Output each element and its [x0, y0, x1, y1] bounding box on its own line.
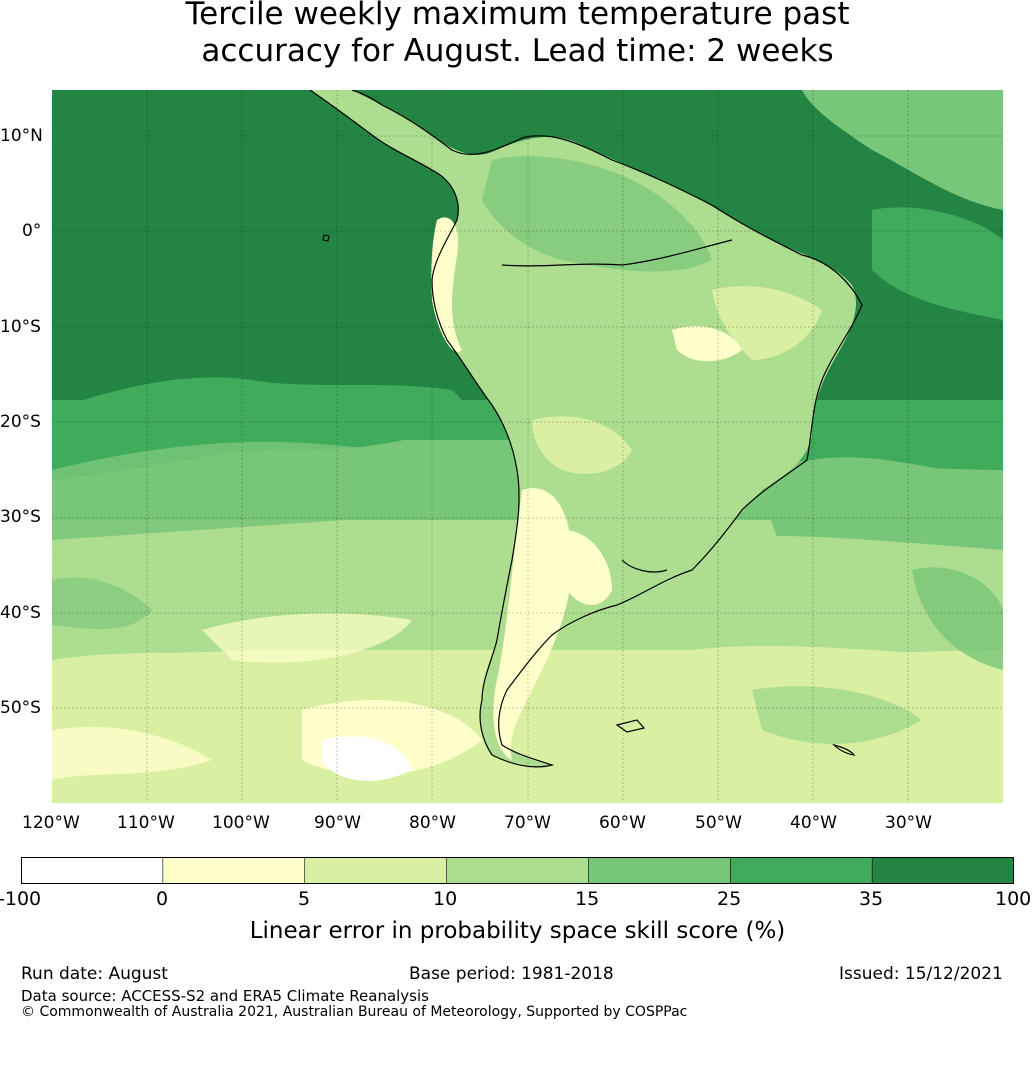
- land-patch-east: [712, 286, 822, 360]
- atlantic-patch: [752, 465, 1003, 560]
- run-date: Run date: August: [21, 964, 168, 984]
- land-patch-southern: [493, 488, 572, 760]
- pacific-patch: [52, 726, 212, 780]
- lat-label: 10°S: [0, 317, 41, 337]
- lat-label: 50°S: [0, 698, 41, 718]
- land-patch-light: [672, 326, 742, 362]
- atlantic-patch: [752, 686, 922, 744]
- lon-label: 40°W: [790, 813, 837, 833]
- pacific-patch: [202, 613, 412, 663]
- lat-label: 40°S: [0, 603, 41, 623]
- south-georgia: [832, 743, 856, 756]
- issued-date: Issued: 15/12/2021: [839, 964, 1003, 984]
- colorbar-tick: 25: [717, 888, 742, 910]
- colorbar-cell: [588, 857, 732, 884]
- galapagos-islands: [322, 234, 330, 242]
- pacific-patch: [52, 441, 492, 540]
- colorbar-tick: 5: [298, 888, 311, 910]
- colorbar-cell: [871, 857, 1014, 884]
- colorbar: [21, 857, 1014, 884]
- atlantic-patch: [692, 535, 1003, 655]
- land-patch-interior: [532, 416, 632, 474]
- colorbar-tick: 0: [156, 888, 169, 910]
- lon-label: 110°W: [117, 813, 175, 833]
- colorbar-tick: -100: [0, 888, 42, 910]
- land-patch-north: [482, 156, 712, 272]
- amazon-river: [501, 239, 733, 267]
- colorbar-cell: [304, 857, 448, 884]
- title-line-1: Tercile weekly maximum temperature past: [185, 0, 850, 32]
- lon-label: 60°W: [599, 813, 646, 833]
- land-patch-andes: [431, 217, 462, 352]
- data-source: Data source: ACCESS-S2 and ERA5 Climate …: [21, 987, 429, 1005]
- atlantic-patch: [872, 207, 1003, 320]
- colorbar-tick: 35: [859, 888, 884, 910]
- lon-label: 90°W: [314, 813, 361, 833]
- skill-score-map: [52, 90, 1003, 803]
- falkland-islands: [615, 719, 646, 733]
- lon-label: 80°W: [409, 813, 456, 833]
- atlantic-patch: [802, 90, 1003, 210]
- pacific-patch: [322, 736, 412, 781]
- colorbar-tick: 100: [995, 888, 1032, 910]
- rio-de-la-plata: [621, 559, 668, 573]
- lat-label: 10°N: [0, 126, 43, 146]
- land-patch-southern-b: [562, 530, 612, 605]
- colorbar-cell: [162, 857, 306, 884]
- lon-label: 100°W: [212, 813, 270, 833]
- graticule: [52, 90, 1003, 803]
- lon-label: 30°W: [885, 813, 932, 833]
- title-line-2: accuracy for August. Lead time: 2 weeks: [201, 33, 834, 69]
- base-period: Base period: 1981-2018: [409, 964, 614, 984]
- lat-label: 20°S: [0, 412, 41, 432]
- map-title: Tercile weekly maximum temperature past …: [0, 0, 1035, 70]
- atlantic-patch: [912, 567, 1003, 670]
- coastline: [309, 90, 863, 768]
- colorbar-label: Linear error in probability space skill …: [249, 918, 786, 944]
- colorbar-cell: [446, 857, 590, 884]
- lat-label: 30°S: [0, 507, 41, 527]
- colorbar-cell: [21, 857, 164, 884]
- lon-label: 50°W: [695, 813, 742, 833]
- lat-label: 0°: [22, 221, 42, 241]
- lon-label: 120°W: [22, 813, 80, 833]
- colorbar-tick: 15: [575, 888, 600, 910]
- colorbar-tick: 10: [433, 888, 458, 910]
- colorbar-cell: [729, 857, 873, 884]
- copyright: © Commonwealth of Australia 2021, Austra…: [21, 1004, 688, 1020]
- pacific-patch: [52, 577, 152, 630]
- lon-label: 70°W: [504, 813, 551, 833]
